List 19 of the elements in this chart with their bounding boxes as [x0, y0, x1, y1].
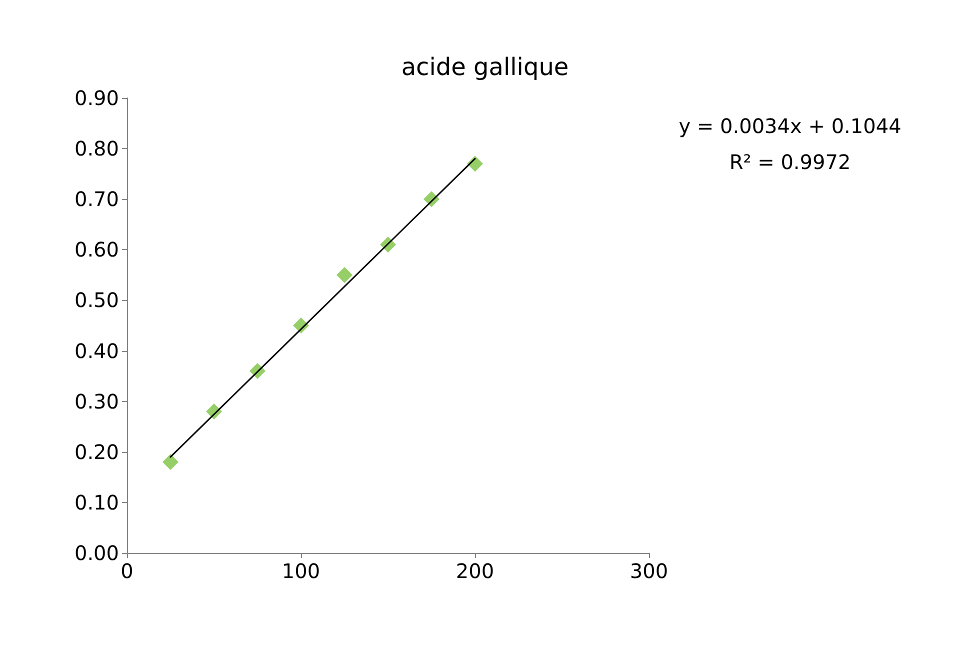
text: y = 0.0034x + 0.1044 — [678, 114, 902, 138]
y-tick-label: 0.30 — [74, 389, 119, 414]
x-tick-label: 200 — [456, 559, 494, 583]
y-tick-label: 0.20 — [74, 440, 119, 464]
y-tick-label: 0.50 — [74, 288, 119, 312]
y-tick-label: 0.60 — [74, 238, 119, 262]
y-tick-label: 0.90 — [74, 86, 119, 110]
y-tick-label: 0.10 — [74, 490, 119, 514]
point — [336, 266, 352, 283]
x-tick-label: 300 — [630, 559, 668, 583]
x-tick-label: 0 — [120, 559, 134, 583]
x-tick-label: 100 — [282, 559, 320, 583]
y-tick-label: 0.40 — [74, 338, 119, 363]
y-tick-label: 0.80 — [74, 136, 119, 161]
y-tick-label: 0.70 — [74, 187, 119, 212]
text: R² = 0.9972 — [729, 150, 851, 174]
point — [162, 454, 178, 470]
y-tick-label: 0.00 — [74, 541, 119, 565]
chart-title: acide gallique — [401, 53, 569, 81]
